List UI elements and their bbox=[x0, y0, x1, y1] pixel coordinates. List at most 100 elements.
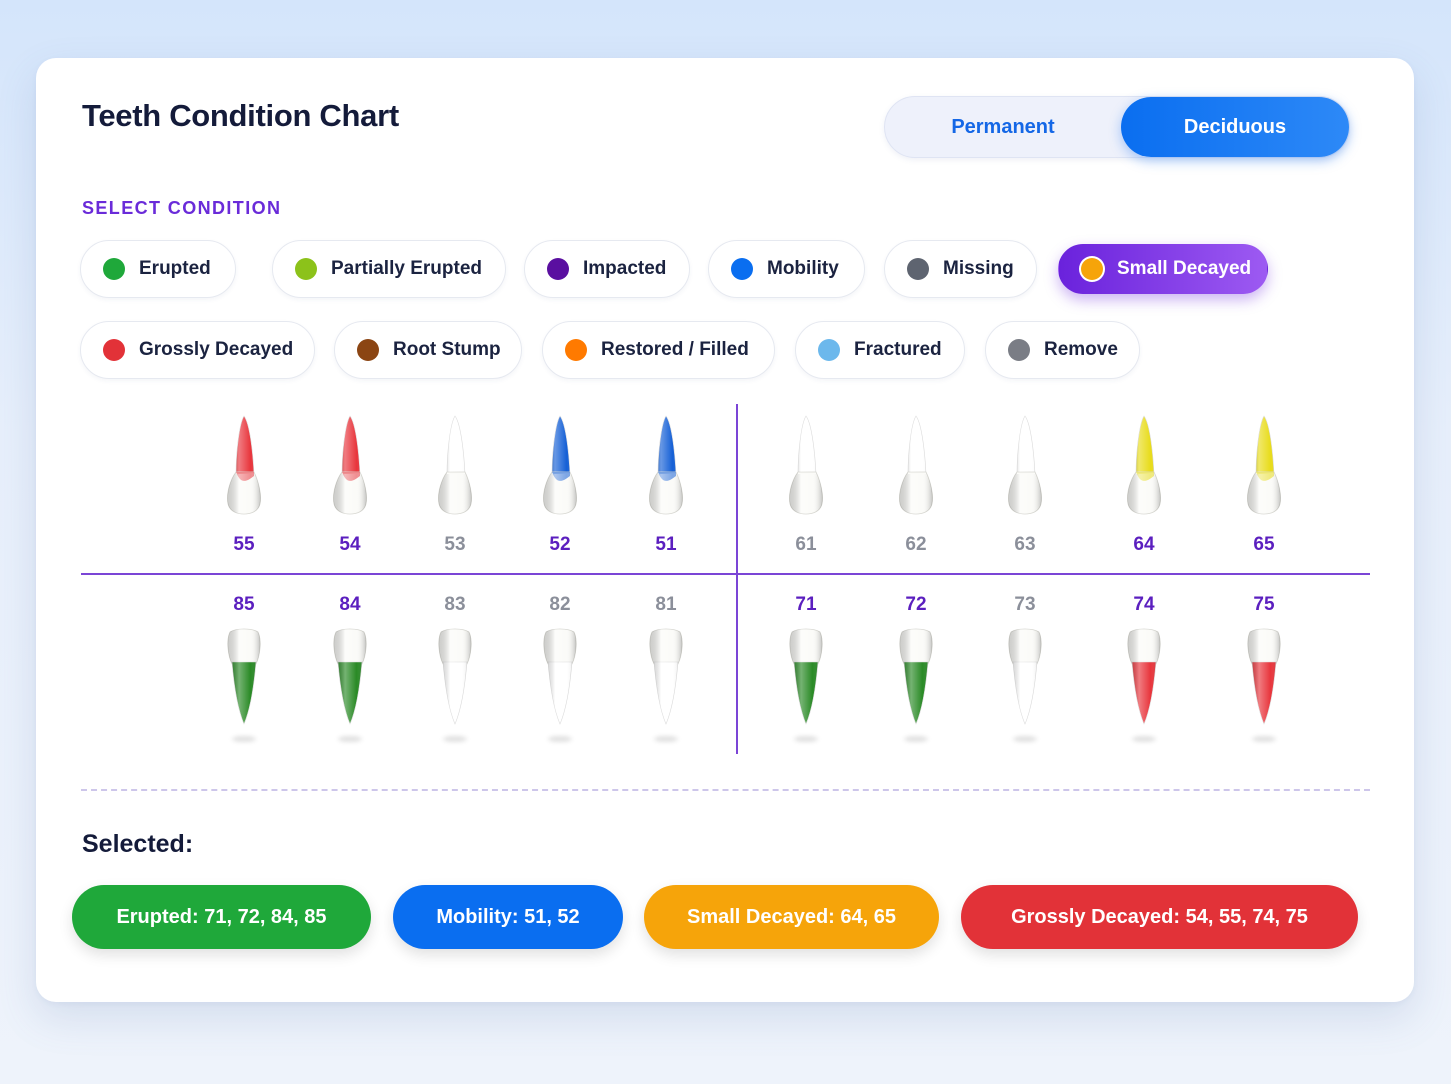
section-divider bbox=[81, 789, 1370, 791]
tooth-85[interactable]: 85 bbox=[214, 594, 274, 764]
tooth-shadow bbox=[443, 736, 467, 742]
tooth-72[interactable]: 72 bbox=[886, 594, 946, 764]
tooth-83[interactable]: 83 bbox=[425, 594, 485, 764]
selected-pill[interactable]: Mobility: 51, 52 bbox=[393, 885, 623, 949]
condition-chip-restored-filled[interactable]: Restored / Filled bbox=[542, 321, 775, 379]
tooth-shadow bbox=[1132, 736, 1156, 742]
tooth-75[interactable]: 75 bbox=[1234, 594, 1294, 764]
midline-vertical-divider bbox=[736, 404, 738, 754]
tooth-82[interactable]: 82 bbox=[530, 594, 590, 764]
condition-chip-label: Missing bbox=[943, 258, 1014, 279]
tooth-64[interactable]: 64 bbox=[1114, 414, 1174, 584]
condition-chip-fractured[interactable]: Fractured bbox=[795, 321, 965, 379]
tooth-65[interactable]: 65 bbox=[1234, 414, 1294, 584]
tooth-number: 55 bbox=[233, 534, 255, 555]
tooth-63[interactable]: 63 bbox=[995, 414, 1055, 584]
tooth-72-graphic bbox=[899, 628, 933, 725]
condition-color-dot bbox=[565, 339, 587, 361]
condition-chip-label: Restored / Filled bbox=[601, 339, 749, 360]
tooth-shadow bbox=[338, 736, 362, 742]
page-title: Teeth Condition Chart bbox=[82, 98, 399, 133]
tooth-number: 74 bbox=[1133, 594, 1155, 615]
tooth-number: 65 bbox=[1253, 534, 1275, 555]
tooth-83-graphic bbox=[438, 628, 472, 725]
condition-chip-label: Erupted bbox=[139, 258, 211, 279]
condition-chip-remove[interactable]: Remove bbox=[985, 321, 1140, 379]
tooth-62[interactable]: 62 bbox=[886, 414, 946, 584]
tooth-85-graphic bbox=[227, 628, 261, 725]
condition-color-dot bbox=[818, 339, 840, 361]
tooth-number: 84 bbox=[339, 594, 361, 615]
tooth-65-graphic bbox=[1247, 415, 1281, 515]
condition-chip-grossly-decayed[interactable]: Grossly Decayed bbox=[80, 321, 315, 379]
dentition-toggle: Permanent Deciduous bbox=[884, 96, 1350, 158]
condition-color-dot bbox=[103, 339, 125, 361]
tooth-74[interactable]: 74 bbox=[1114, 594, 1174, 764]
tooth-81[interactable]: 81 bbox=[636, 594, 696, 764]
tooth-75-graphic bbox=[1247, 628, 1281, 725]
tooth-54[interactable]: 54 bbox=[320, 414, 380, 584]
tooth-64-graphic bbox=[1127, 415, 1161, 515]
tooth-number: 51 bbox=[655, 534, 677, 555]
tooth-number: 81 bbox=[655, 594, 677, 615]
tooth-51-graphic bbox=[649, 415, 683, 515]
select-condition-label: SELECT CONDITION bbox=[82, 198, 282, 218]
condition-chip-impacted[interactable]: Impacted bbox=[524, 240, 690, 298]
tooth-84[interactable]: 84 bbox=[320, 594, 380, 764]
condition-chip-missing[interactable]: Missing bbox=[884, 240, 1037, 298]
tooth-74-graphic bbox=[1127, 628, 1161, 725]
condition-chip-label: Small Decayed bbox=[1117, 258, 1252, 279]
condition-color-dot bbox=[295, 258, 317, 280]
tooth-52[interactable]: 52 bbox=[530, 414, 590, 584]
condition-chip-root-stump[interactable]: Root Stump bbox=[334, 321, 522, 379]
selected-pill[interactable]: Grossly Decayed: 54, 55, 74, 75 bbox=[961, 885, 1358, 949]
tooth-82-graphic bbox=[543, 628, 577, 725]
condition-chip-small-decayed[interactable]: Small Decayed bbox=[1058, 244, 1268, 294]
selected-pill[interactable]: Small Decayed: 64, 65 bbox=[644, 885, 939, 949]
condition-chip-partially-erupted[interactable]: Partially Erupted bbox=[272, 240, 506, 298]
tooth-shadow bbox=[654, 736, 678, 742]
condition-chip-label: Fractured bbox=[854, 339, 942, 360]
tooth-54-graphic bbox=[333, 415, 367, 515]
permanent-tab[interactable]: Permanent bbox=[951, 115, 1055, 138]
tooth-shadow bbox=[232, 736, 256, 742]
tooth-63-graphic bbox=[1008, 415, 1042, 515]
tooth-shadow bbox=[904, 736, 928, 742]
tooth-51[interactable]: 51 bbox=[636, 414, 696, 584]
tooth-shadow bbox=[548, 736, 572, 742]
tooth-71[interactable]: 71 bbox=[776, 594, 836, 764]
condition-chip-label: Grossly Decayed bbox=[139, 339, 294, 360]
condition-color-dot bbox=[547, 258, 569, 280]
tooth-53[interactable]: 53 bbox=[425, 414, 485, 584]
tooth-number: 64 bbox=[1133, 534, 1155, 555]
condition-color-dot bbox=[731, 258, 753, 280]
tooth-number: 83 bbox=[444, 594, 466, 615]
tooth-number: 54 bbox=[339, 534, 361, 555]
tooth-number: 63 bbox=[1014, 534, 1036, 555]
tooth-number: 72 bbox=[905, 594, 927, 615]
tooth-number: 52 bbox=[549, 534, 571, 555]
tooth-62-graphic bbox=[899, 415, 933, 515]
teeth-chart-card: Teeth Condition Chart Permanent Deciduou… bbox=[36, 58, 1414, 1002]
tooth-61-graphic bbox=[789, 415, 823, 515]
tooth-71-graphic bbox=[789, 628, 823, 725]
tooth-81-graphic bbox=[649, 628, 683, 725]
tooth-number: 61 bbox=[795, 534, 817, 555]
tooth-shadow bbox=[794, 736, 818, 742]
tooth-53-graphic bbox=[438, 415, 472, 515]
condition-chip-mobility[interactable]: Mobility bbox=[708, 240, 865, 298]
condition-chip-label: Mobility bbox=[767, 258, 839, 279]
tooth-number: 73 bbox=[1014, 594, 1036, 615]
condition-chip-erupted[interactable]: Erupted bbox=[80, 240, 236, 298]
condition-chip-label: Remove bbox=[1044, 339, 1118, 360]
tooth-number: 75 bbox=[1253, 594, 1275, 615]
deciduous-tab[interactable]: Deciduous bbox=[1121, 97, 1349, 157]
tooth-55[interactable]: 55 bbox=[214, 414, 274, 584]
selected-pill[interactable]: Erupted: 71, 72, 84, 85 bbox=[72, 885, 371, 949]
tooth-number: 71 bbox=[795, 594, 817, 615]
tooth-number: 53 bbox=[444, 534, 466, 555]
tooth-55-graphic bbox=[227, 415, 261, 515]
tooth-61[interactable]: 61 bbox=[776, 414, 836, 584]
tooth-73[interactable]: 73 bbox=[995, 594, 1055, 764]
condition-color-dot bbox=[103, 258, 125, 280]
